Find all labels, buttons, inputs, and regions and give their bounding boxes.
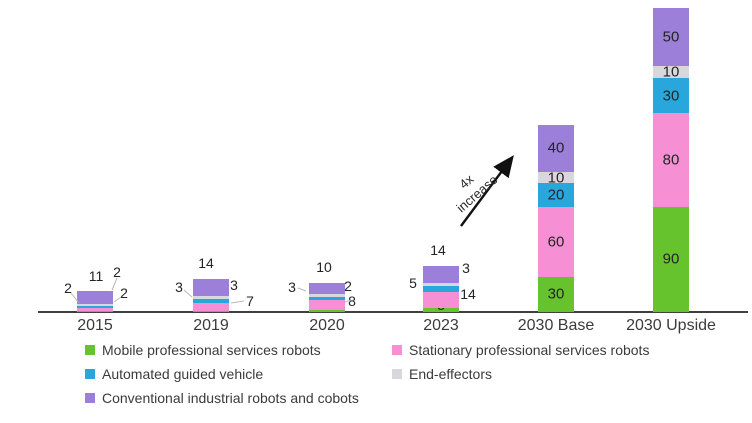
value-label: 30 <box>547 285 565 303</box>
bar-segment-2023-s2 <box>423 286 459 293</box>
bar-segment-2023-s3 <box>423 282 459 287</box>
bar-segment-2019-s2 <box>193 299 229 303</box>
bar-segment-2030-base-s2 <box>538 183 574 207</box>
legend-item-s1: Stationary professional services robots <box>392 341 649 359</box>
bar-segment-2015-s3 <box>77 303 113 307</box>
legend-label: Stationary professional services robots <box>409 342 650 358</box>
value-label: 10 <box>547 169 565 187</box>
bar-segment-2030-upside-s4 <box>653 8 689 67</box>
value-label: 2 <box>344 278 352 294</box>
x-axis-label-2015: 2015 <box>77 317 113 334</box>
value-label: 2 <box>120 285 128 301</box>
bar-segment-2020-s1 <box>309 300 345 310</box>
bar-segment-2015-s1 <box>77 308 113 311</box>
legend-swatch <box>85 369 95 379</box>
x-axis-label-2019: 2019 <box>193 317 229 334</box>
x-axis-label-2030-upside: 2030 Upside <box>626 317 716 334</box>
value-label: 11 <box>88 268 104 284</box>
bar-segment-2015-s4 <box>77 290 113 304</box>
bar-segment-2019-s3 <box>193 295 229 300</box>
bar-segment-2030-upside-s1 <box>653 113 689 207</box>
value-label: 14 <box>198 255 214 271</box>
value-label: 7 <box>246 293 254 309</box>
legend-swatch <box>392 345 402 355</box>
bar-segment-2030-upside-s2 <box>653 78 689 114</box>
value-label: 3 <box>288 279 296 295</box>
bar-segment-2020-s0 <box>309 309 345 312</box>
x-axis-label-2020: 2020 <box>309 317 345 334</box>
value-label: 20 <box>547 186 565 204</box>
bar-segment-2030-upside-s0 <box>653 206 689 312</box>
value-label: 40 <box>547 139 565 157</box>
bar-segment-2020-s3 <box>309 294 345 297</box>
bar-segment-2030-base-s0 <box>538 276 574 312</box>
bar-segment-2030-base-s4 <box>538 124 574 172</box>
legend-label: Mobile professional services robots <box>102 342 321 358</box>
x-axis-label-2023: 2023 <box>423 317 459 334</box>
bar-segment-2020-s2 <box>309 296 345 301</box>
bar-segment-2030-upside-s3 <box>653 66 689 79</box>
bar-segment-2019-s0 <box>193 310 229 312</box>
value-label: 80 <box>662 151 680 169</box>
legend-label: Automated guided vehicle <box>102 366 264 382</box>
bar-segment-2030-base-s1 <box>538 206 574 277</box>
legend-item-s4: Conventional industrial robots and cobot… <box>85 389 359 407</box>
bar-segment-2015-s0 <box>77 310 113 312</box>
bar-segment-2020-s4 <box>309 282 345 295</box>
legend-swatch <box>85 345 95 355</box>
x-axis-label-2030-base: 2030 Base <box>517 317 595 334</box>
value-label: 14 <box>460 286 476 302</box>
value-label: 3 <box>175 279 183 295</box>
bar-segment-2023-s1 <box>423 292 459 309</box>
value-label: 5 <box>409 275 417 291</box>
value-label: 10 <box>316 259 332 275</box>
value-label: 3 <box>462 260 470 276</box>
legend-label: End-effectors <box>409 366 493 382</box>
value-label: 60 <box>547 233 565 251</box>
legend-item-s0: Mobile professional services robots <box>85 341 321 359</box>
bar-segment-2023-s0 <box>423 308 459 312</box>
legend-item-s2: Automated guided vehicle <box>85 365 263 383</box>
bar-segment-2019-s1 <box>193 302 229 311</box>
value-label: 14 <box>430 242 446 258</box>
value-label: 90 <box>662 250 680 268</box>
value-label: 2 <box>64 280 72 296</box>
bar-segment-2019-s4 <box>193 279 229 296</box>
value-label: 2 <box>113 264 121 280</box>
legend-item-s3: End-effectors <box>392 365 492 383</box>
bar-segment-2030-base-s3 <box>538 171 574 184</box>
legend-label: Conventional industrial robots and cobot… <box>102 390 359 406</box>
x-axis-line <box>38 311 748 313</box>
value-label: 10 <box>662 63 680 81</box>
legend-swatch <box>85 393 95 403</box>
value-label: 8 <box>348 293 356 309</box>
value-label: 3 <box>230 277 238 293</box>
value-label: 30 <box>662 87 680 105</box>
value-label: 50 <box>662 28 680 46</box>
bar-segment-2015-s2 <box>77 306 113 309</box>
bar-segment-2023-s4 <box>423 266 459 283</box>
legend-swatch <box>392 369 402 379</box>
